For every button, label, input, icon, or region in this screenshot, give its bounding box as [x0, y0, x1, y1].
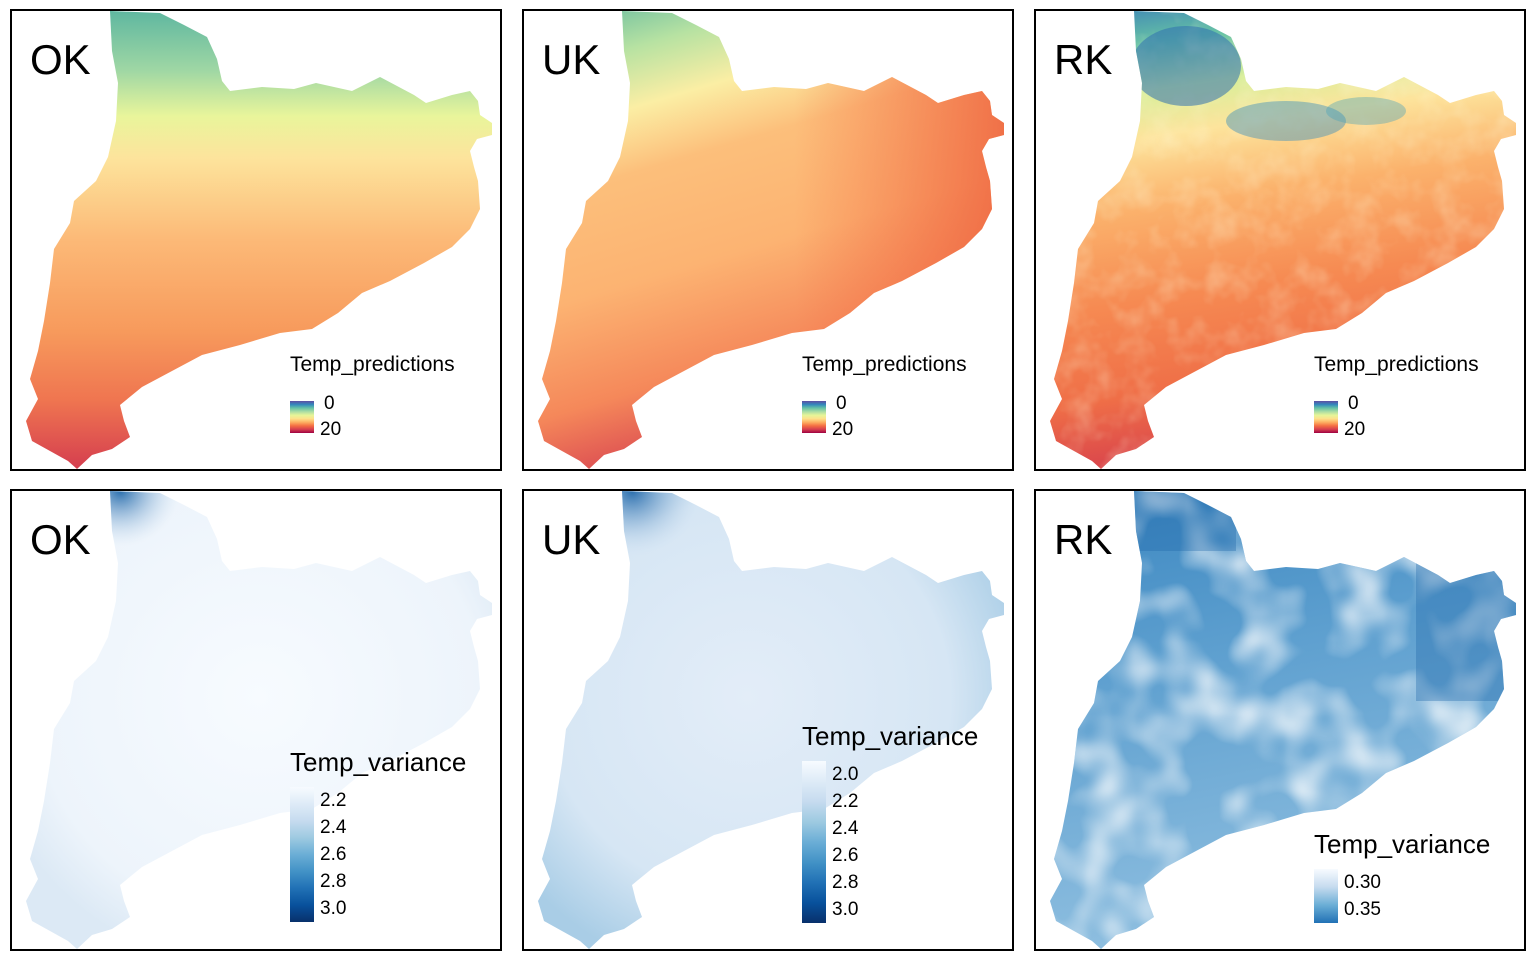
region-map	[1050, 11, 1516, 469]
panel-rk-predictions: RK Temp_predictions 0 20	[1034, 9, 1526, 471]
legend-tick-label: 2.6	[320, 844, 347, 865]
legend-tick-label: 0.35	[1344, 899, 1381, 920]
legend: Temp_variance 0.30 0.35	[1314, 831, 1490, 929]
legend-tick-label: 2.8	[832, 872, 859, 893]
panel-ok-variance: OK Temp_variance 2.2 2.4 2.6 2.8 3.0	[10, 489, 502, 951]
legend-tick-label: 0	[1348, 393, 1359, 414]
panel-ok-predictions: OK Temp_predictions 0 20	[10, 9, 502, 471]
legend-tick-label: 2.2	[320, 790, 347, 811]
legend-colorbar	[802, 401, 826, 433]
region-map	[1050, 491, 1516, 949]
legend-title: Temp_variance	[1314, 829, 1491, 859]
panel-title: RK	[1054, 36, 1113, 83]
legend-title: Temp_predictions	[1314, 353, 1479, 376]
panel-title: OK	[30, 516, 91, 563]
legend-tick-label: 0	[324, 393, 335, 414]
legend-tick-label: 3.0	[320, 898, 347, 919]
legend-tick-label: 2.8	[320, 871, 347, 892]
legend-tick-label: 2.0	[832, 764, 859, 785]
region-map	[26, 491, 492, 949]
legend-colorbar	[1314, 869, 1338, 923]
legend-tick-label: 2.4	[320, 817, 347, 838]
legend-title: Temp_predictions	[802, 353, 967, 376]
panel-title: UK	[542, 36, 601, 83]
legend-title: Temp_variance	[802, 721, 979, 751]
legend: Temp_variance 2.0 2.2 2.4 2.6 2.8 3.0	[802, 723, 978, 926]
panel-title: RK	[1054, 516, 1113, 563]
region-map	[538, 491, 1004, 949]
panel-title: OK	[30, 36, 91, 83]
legend-tick-label: 0.30	[1344, 872, 1381, 893]
legend-colorbar	[1314, 401, 1338, 433]
legend: Temp_predictions 0 20	[290, 354, 455, 451]
panel-uk-predictions: UK Temp_predictions 0 20	[522, 9, 1014, 471]
panel-rk-variance: RK Temp_variance 0.30 0.35	[1034, 489, 1526, 951]
legend-tick-label: 2.2	[832, 791, 859, 812]
legend-title: Temp_predictions	[290, 353, 455, 376]
legend-tick-label: 20	[320, 419, 342, 440]
legend: Temp_predictions 0 20	[1314, 354, 1479, 451]
legend-title: Temp_variance	[290, 747, 467, 777]
legend-tick-label: 0	[836, 393, 847, 414]
legend-tick-label: 3.0	[832, 899, 859, 920]
legend-tick-label: 2.6	[832, 845, 859, 866]
legend-colorbar	[290, 787, 314, 922]
legend-colorbar	[802, 761, 826, 923]
panel-uk-variance: UK Temp_variance 2.0 2.2 2.4 2.6 2.8 3.0	[522, 489, 1014, 951]
legend-tick-label: 20	[1344, 419, 1366, 440]
panel-title: UK	[542, 516, 601, 563]
legend: Temp_predictions 0 20	[802, 354, 967, 451]
legend-colorbar	[290, 401, 314, 433]
legend-tick-label: 20	[832, 419, 854, 440]
legend-tick-label: 2.4	[832, 818, 859, 839]
legend: Temp_variance 2.2 2.4 2.6 2.8 3.0	[290, 749, 466, 927]
